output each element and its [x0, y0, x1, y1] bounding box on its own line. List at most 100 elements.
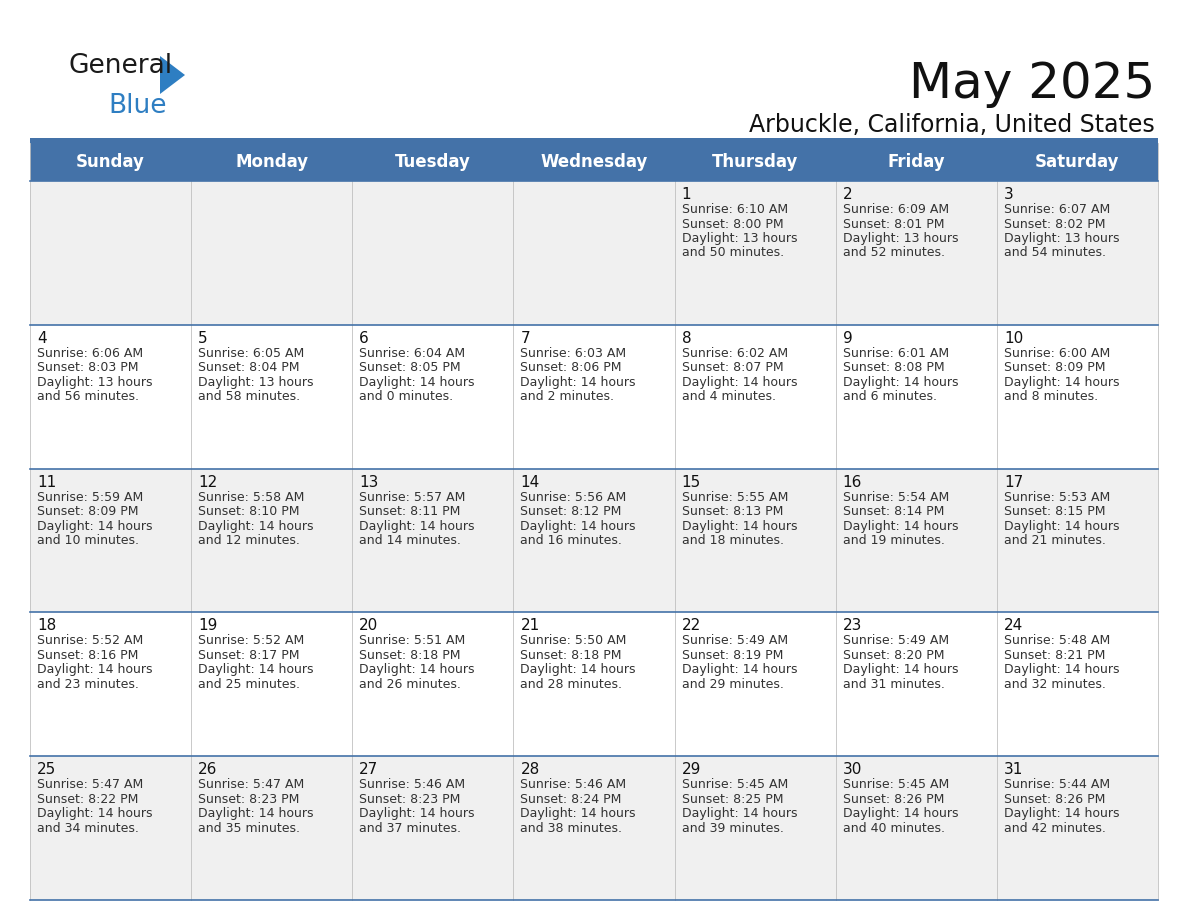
Text: 16: 16: [842, 475, 862, 489]
Text: Sunset: 8:18 PM: Sunset: 8:18 PM: [359, 649, 461, 662]
Text: 6: 6: [359, 330, 369, 346]
Text: Sunrise: 6:09 AM: Sunrise: 6:09 AM: [842, 203, 949, 216]
Text: Daylight: 14 hours: Daylight: 14 hours: [359, 520, 475, 532]
Text: Daylight: 14 hours: Daylight: 14 hours: [520, 520, 636, 532]
Text: Sunset: 8:22 PM: Sunset: 8:22 PM: [37, 793, 138, 806]
Text: Sunrise: 5:53 AM: Sunrise: 5:53 AM: [1004, 490, 1110, 504]
Text: and 52 minutes.: and 52 minutes.: [842, 247, 944, 260]
Text: Sunset: 8:02 PM: Sunset: 8:02 PM: [1004, 218, 1105, 230]
Bar: [30, 143, 1158, 181]
Text: Sunrise: 5:58 AM: Sunrise: 5:58 AM: [198, 490, 304, 504]
Text: 13: 13: [359, 475, 379, 489]
Text: and 4 minutes.: and 4 minutes.: [682, 390, 776, 403]
Text: Daylight: 14 hours: Daylight: 14 hours: [682, 807, 797, 820]
Text: Sunrise: 5:45 AM: Sunrise: 5:45 AM: [682, 778, 788, 791]
Bar: [30, 181, 1158, 325]
Text: Sunset: 8:01 PM: Sunset: 8:01 PM: [842, 218, 944, 230]
Text: General: General: [68, 53, 172, 79]
Text: and 19 minutes.: and 19 minutes.: [842, 534, 944, 547]
Text: Sunset: 8:26 PM: Sunset: 8:26 PM: [842, 793, 944, 806]
Text: Daylight: 14 hours: Daylight: 14 hours: [359, 375, 475, 389]
Text: Daylight: 14 hours: Daylight: 14 hours: [359, 807, 475, 820]
Text: 20: 20: [359, 619, 379, 633]
Text: and 40 minutes.: and 40 minutes.: [842, 822, 944, 834]
Text: 3: 3: [1004, 187, 1013, 202]
Text: Wednesday: Wednesday: [541, 153, 647, 171]
Text: Daylight: 14 hours: Daylight: 14 hours: [359, 664, 475, 677]
Text: Sunrise: 6:05 AM: Sunrise: 6:05 AM: [198, 347, 304, 360]
Text: 14: 14: [520, 475, 539, 489]
Text: 4: 4: [37, 330, 46, 346]
Text: Daylight: 14 hours: Daylight: 14 hours: [198, 807, 314, 820]
Text: Daylight: 14 hours: Daylight: 14 hours: [682, 375, 797, 389]
Text: Sunset: 8:08 PM: Sunset: 8:08 PM: [842, 362, 944, 375]
Text: Daylight: 14 hours: Daylight: 14 hours: [520, 807, 636, 820]
Text: and 23 minutes.: and 23 minutes.: [37, 677, 139, 691]
Text: Sunrise: 5:52 AM: Sunrise: 5:52 AM: [198, 634, 304, 647]
Text: Sunset: 8:07 PM: Sunset: 8:07 PM: [682, 362, 783, 375]
Text: and 12 minutes.: and 12 minutes.: [198, 534, 301, 547]
Text: Daylight: 14 hours: Daylight: 14 hours: [37, 520, 152, 532]
Text: Sunset: 8:21 PM: Sunset: 8:21 PM: [1004, 649, 1105, 662]
Text: Monday: Monday: [235, 153, 308, 171]
Text: Sunset: 8:03 PM: Sunset: 8:03 PM: [37, 362, 139, 375]
Text: 9: 9: [842, 330, 853, 346]
Text: Sunset: 8:13 PM: Sunset: 8:13 PM: [682, 505, 783, 518]
Text: Sunrise: 5:46 AM: Sunrise: 5:46 AM: [359, 778, 466, 791]
Text: and 14 minutes.: and 14 minutes.: [359, 534, 461, 547]
Text: Sunrise: 5:56 AM: Sunrise: 5:56 AM: [520, 490, 627, 504]
Text: Sunrise: 5:54 AM: Sunrise: 5:54 AM: [842, 490, 949, 504]
Text: and 54 minutes.: and 54 minutes.: [1004, 247, 1106, 260]
Text: Daylight: 14 hours: Daylight: 14 hours: [682, 520, 797, 532]
Text: 22: 22: [682, 619, 701, 633]
Text: Thursday: Thursday: [712, 153, 798, 171]
Text: and 18 minutes.: and 18 minutes.: [682, 534, 784, 547]
Text: Sunrise: 5:49 AM: Sunrise: 5:49 AM: [842, 634, 949, 647]
Text: Daylight: 14 hours: Daylight: 14 hours: [198, 520, 314, 532]
Text: Daylight: 13 hours: Daylight: 13 hours: [198, 375, 314, 389]
Text: Daylight: 14 hours: Daylight: 14 hours: [1004, 375, 1119, 389]
Text: Sunset: 8:23 PM: Sunset: 8:23 PM: [198, 793, 299, 806]
Text: 26: 26: [198, 762, 217, 778]
Text: 5: 5: [198, 330, 208, 346]
Text: May 2025: May 2025: [909, 60, 1155, 108]
Text: Sunrise: 6:04 AM: Sunrise: 6:04 AM: [359, 347, 466, 360]
Text: Sunset: 8:25 PM: Sunset: 8:25 PM: [682, 793, 783, 806]
Text: Daylight: 13 hours: Daylight: 13 hours: [37, 375, 152, 389]
Text: and 38 minutes.: and 38 minutes.: [520, 822, 623, 834]
Text: Sunrise: 5:57 AM: Sunrise: 5:57 AM: [359, 490, 466, 504]
Bar: [30, 138, 1158, 143]
Text: Sunday: Sunday: [76, 153, 145, 171]
Text: Sunset: 8:04 PM: Sunset: 8:04 PM: [198, 362, 299, 375]
Text: Sunset: 8:10 PM: Sunset: 8:10 PM: [198, 505, 299, 518]
Text: Tuesday: Tuesday: [394, 153, 470, 171]
Text: 12: 12: [198, 475, 217, 489]
Text: Sunrise: 5:59 AM: Sunrise: 5:59 AM: [37, 490, 144, 504]
Text: Sunrise: 6:07 AM: Sunrise: 6:07 AM: [1004, 203, 1110, 216]
Text: Sunset: 8:00 PM: Sunset: 8:00 PM: [682, 218, 783, 230]
Text: Sunset: 8:26 PM: Sunset: 8:26 PM: [1004, 793, 1105, 806]
Text: Sunrise: 5:52 AM: Sunrise: 5:52 AM: [37, 634, 144, 647]
Text: and 42 minutes.: and 42 minutes.: [1004, 822, 1106, 834]
Text: Sunrise: 5:51 AM: Sunrise: 5:51 AM: [359, 634, 466, 647]
Text: Sunset: 8:17 PM: Sunset: 8:17 PM: [198, 649, 299, 662]
Text: Sunrise: 5:44 AM: Sunrise: 5:44 AM: [1004, 778, 1110, 791]
Text: 17: 17: [1004, 475, 1023, 489]
Text: Sunset: 8:11 PM: Sunset: 8:11 PM: [359, 505, 461, 518]
Text: Sunset: 8:09 PM: Sunset: 8:09 PM: [1004, 362, 1105, 375]
Text: Daylight: 13 hours: Daylight: 13 hours: [842, 232, 959, 245]
Text: and 28 minutes.: and 28 minutes.: [520, 677, 623, 691]
Polygon shape: [160, 56, 185, 94]
Text: 19: 19: [198, 619, 217, 633]
Text: and 32 minutes.: and 32 minutes.: [1004, 677, 1106, 691]
Text: 11: 11: [37, 475, 56, 489]
Text: and 31 minutes.: and 31 minutes.: [842, 677, 944, 691]
Text: and 35 minutes.: and 35 minutes.: [198, 822, 301, 834]
Text: Sunrise: 6:01 AM: Sunrise: 6:01 AM: [842, 347, 949, 360]
Text: Sunrise: 5:45 AM: Sunrise: 5:45 AM: [842, 778, 949, 791]
Text: 2: 2: [842, 187, 852, 202]
Text: Daylight: 14 hours: Daylight: 14 hours: [1004, 664, 1119, 677]
Text: Saturday: Saturday: [1035, 153, 1119, 171]
Text: and 39 minutes.: and 39 minutes.: [682, 822, 783, 834]
Text: 27: 27: [359, 762, 379, 778]
